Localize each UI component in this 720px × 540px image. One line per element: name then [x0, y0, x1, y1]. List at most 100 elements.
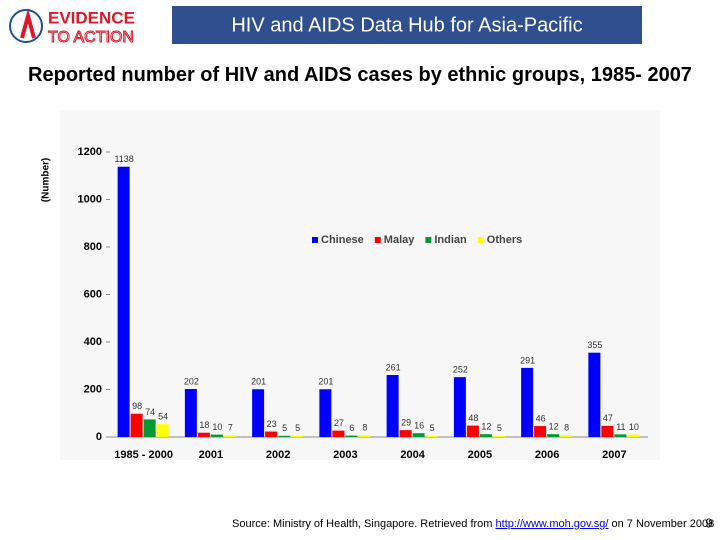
value-label: 7 — [228, 423, 233, 433]
header-title: HIV and AIDS Data Hub for Asia-Pacific — [231, 14, 582, 36]
y-tick-label: 600 — [84, 288, 102, 300]
header-bar — [172, 6, 642, 44]
bar — [184, 389, 197, 437]
x-tick-label: 1985 - 2000 — [114, 449, 173, 461]
bar — [252, 389, 265, 437]
y-axis-label: (Number) — [41, 158, 52, 202]
bar — [547, 434, 560, 437]
bar — [197, 432, 210, 437]
value-label: 48 — [468, 413, 478, 423]
bar — [345, 435, 358, 437]
bar — [358, 435, 371, 437]
logo-bottom: TO ACTION — [48, 29, 134, 46]
y-tick-label: 1000 — [78, 193, 102, 205]
source-prefix: Source: Ministry of Health, Singapore. R… — [232, 518, 496, 530]
value-label: 10 — [212, 422, 222, 432]
value-label: 18 — [199, 420, 209, 430]
bar — [319, 389, 332, 437]
value-label: 27 — [334, 418, 344, 428]
value-label: 291 — [520, 355, 535, 365]
bar — [614, 434, 627, 437]
value-label: 10 — [629, 422, 639, 432]
bar — [560, 435, 573, 437]
bar — [601, 425, 614, 437]
value-label: 74 — [145, 407, 155, 417]
bar — [265, 431, 278, 437]
value-label: 16 — [414, 421, 424, 431]
bar — [210, 434, 223, 437]
value-label: 5 — [497, 423, 502, 433]
value-label: 201 — [318, 377, 333, 387]
bar — [223, 435, 236, 437]
legend-swatch — [312, 237, 318, 243]
value-label: 201 — [251, 377, 266, 387]
legend-swatch — [477, 237, 484, 243]
value-label: 23 — [267, 419, 277, 429]
map-background — [60, 110, 660, 460]
legend-label: Indian — [434, 234, 467, 246]
x-tick-label: 2006 — [535, 449, 559, 461]
bar — [588, 352, 601, 437]
y-tick-label: 400 — [84, 336, 102, 348]
value-label: 12 — [481, 422, 491, 432]
bar — [386, 375, 399, 437]
bar — [156, 424, 169, 437]
legend-swatch — [374, 237, 381, 243]
value-label: 29 — [401, 417, 411, 427]
legend-swatch — [425, 237, 432, 243]
value-label: 8 — [564, 422, 569, 432]
y-tick-label: 1200 — [78, 146, 102, 158]
bar — [466, 425, 479, 437]
x-tick-label: 2007 — [602, 449, 626, 461]
value-label: 261 — [386, 362, 401, 372]
legend-label: Malay — [384, 234, 415, 246]
bar — [627, 434, 640, 437]
bar — [534, 426, 547, 437]
bar — [412, 433, 425, 437]
chart-title: Reported number of HIV and AIDS cases by… — [28, 64, 692, 86]
page-number: 9 — [705, 515, 712, 530]
value-label: 355 — [587, 340, 602, 350]
value-label: 5 — [295, 423, 300, 433]
bar — [291, 435, 304, 437]
bar — [399, 430, 412, 437]
x-tick-label: 2005 — [468, 449, 492, 461]
value-label: 54 — [158, 412, 168, 422]
value-label: 8 — [362, 422, 367, 432]
value-label: 47 — [603, 413, 613, 423]
legend-label: Chinese — [321, 234, 364, 246]
value-label: 11 — [616, 422, 625, 432]
logo-top: EVIDENCE — [48, 8, 135, 27]
value-label: 252 — [453, 365, 468, 375]
value-label: 1138 — [114, 154, 133, 164]
y-tick-label: 200 — [84, 383, 102, 395]
y-tick-label: 800 — [84, 241, 102, 253]
value-label: 5 — [282, 423, 287, 433]
x-tick-label: 2004 — [400, 449, 425, 461]
source-suffix: on 7 November 2008 — [608, 518, 715, 530]
bar — [453, 377, 466, 437]
bar — [479, 434, 492, 437]
logo-ribbon — [20, 8, 36, 39]
legend-label: Others — [487, 234, 522, 246]
x-tick-label: 2002 — [266, 449, 290, 461]
bar — [521, 367, 534, 437]
bar — [117, 166, 130, 437]
bar — [425, 435, 438, 437]
bar — [143, 419, 156, 437]
x-tick-label: 2003 — [333, 449, 357, 461]
value-label: 202 — [184, 376, 199, 386]
bar — [130, 413, 143, 437]
bar — [332, 430, 345, 437]
x-tick-label: 2001 — [199, 449, 223, 461]
logo-emblem — [9, 9, 43, 43]
y-tick-label: 0 — [96, 431, 102, 443]
value-label: 12 — [549, 422, 559, 432]
value-label: 5 — [430, 423, 435, 433]
source-link[interactable]: http://www.moh.gov.sg/ — [495, 518, 609, 530]
value-label: 46 — [536, 413, 546, 423]
value-label: 98 — [132, 401, 142, 411]
source: Source: Ministry of Health, Singapore. R… — [232, 518, 714, 530]
